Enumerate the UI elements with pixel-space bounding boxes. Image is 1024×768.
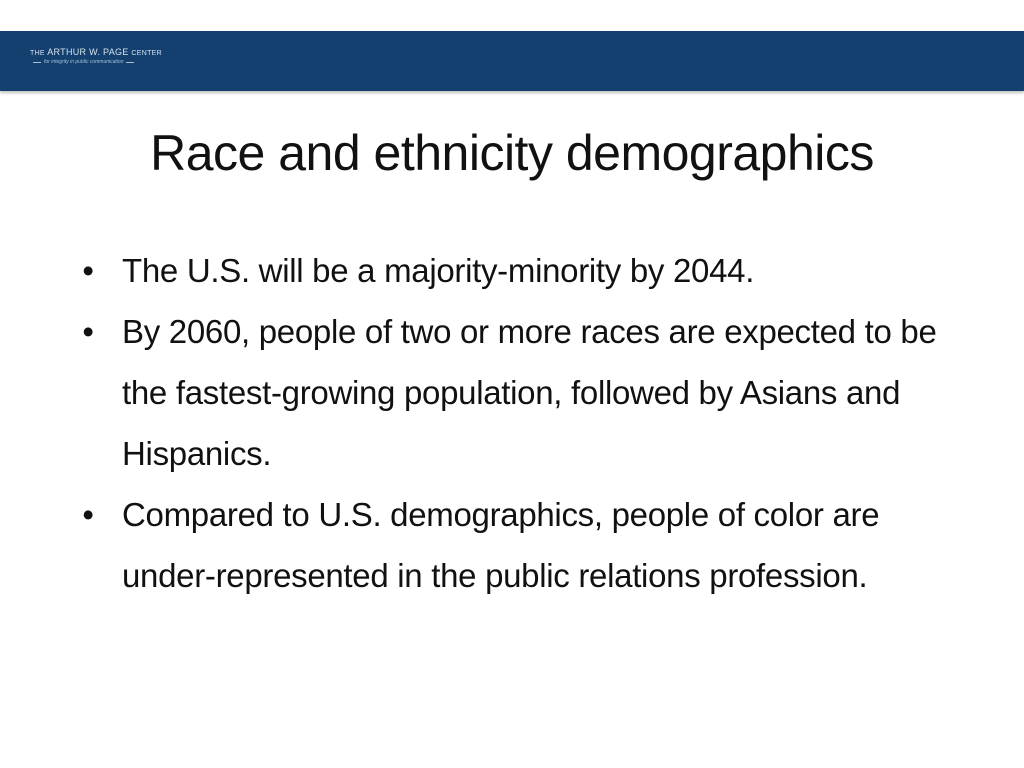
bullet-dot-icon: • [82, 252, 94, 289]
bullet-text: Compared to U.S. demographics, people of… [122, 496, 880, 594]
logo-center: CENTER [131, 50, 163, 57]
logo-tagline: for integrity in public communication [30, 60, 162, 65]
logo-name: ARTHUR W. PAGE [47, 47, 129, 57]
logo-main-text: THE ARTHUR W. PAGE CENTER [30, 47, 163, 58]
logo-the: THE [30, 50, 45, 57]
logo-tagline-text: for integrity in public communication [44, 59, 124, 65]
bullet-item: • Compared to U.S. demographics, people … [78, 484, 978, 606]
header-band: THE ARTHUR W. PAGE CENTER for integrity … [0, 31, 1024, 91]
logo-rule-right [126, 62, 135, 63]
bullet-dot-icon: • [82, 496, 94, 533]
logo-rule-left [33, 62, 41, 63]
arthur-page-center-logo: THE ARTHUR W. PAGE CENTER for integrity … [30, 48, 162, 65]
bullet-dot-icon: • [82, 313, 94, 350]
bullet-text: By 2060, people of two or more races are… [122, 313, 937, 472]
bullet-list: • The U.S. will be a majority-minority b… [78, 240, 978, 606]
bullet-item: • By 2060, people of two or more races a… [78, 301, 978, 484]
slide-title: Race and ethnicity demographics [150, 125, 874, 181]
bullet-item: • The U.S. will be a majority-minority b… [78, 240, 978, 301]
bullet-text: The U.S. will be a majority-minority by … [122, 252, 755, 289]
